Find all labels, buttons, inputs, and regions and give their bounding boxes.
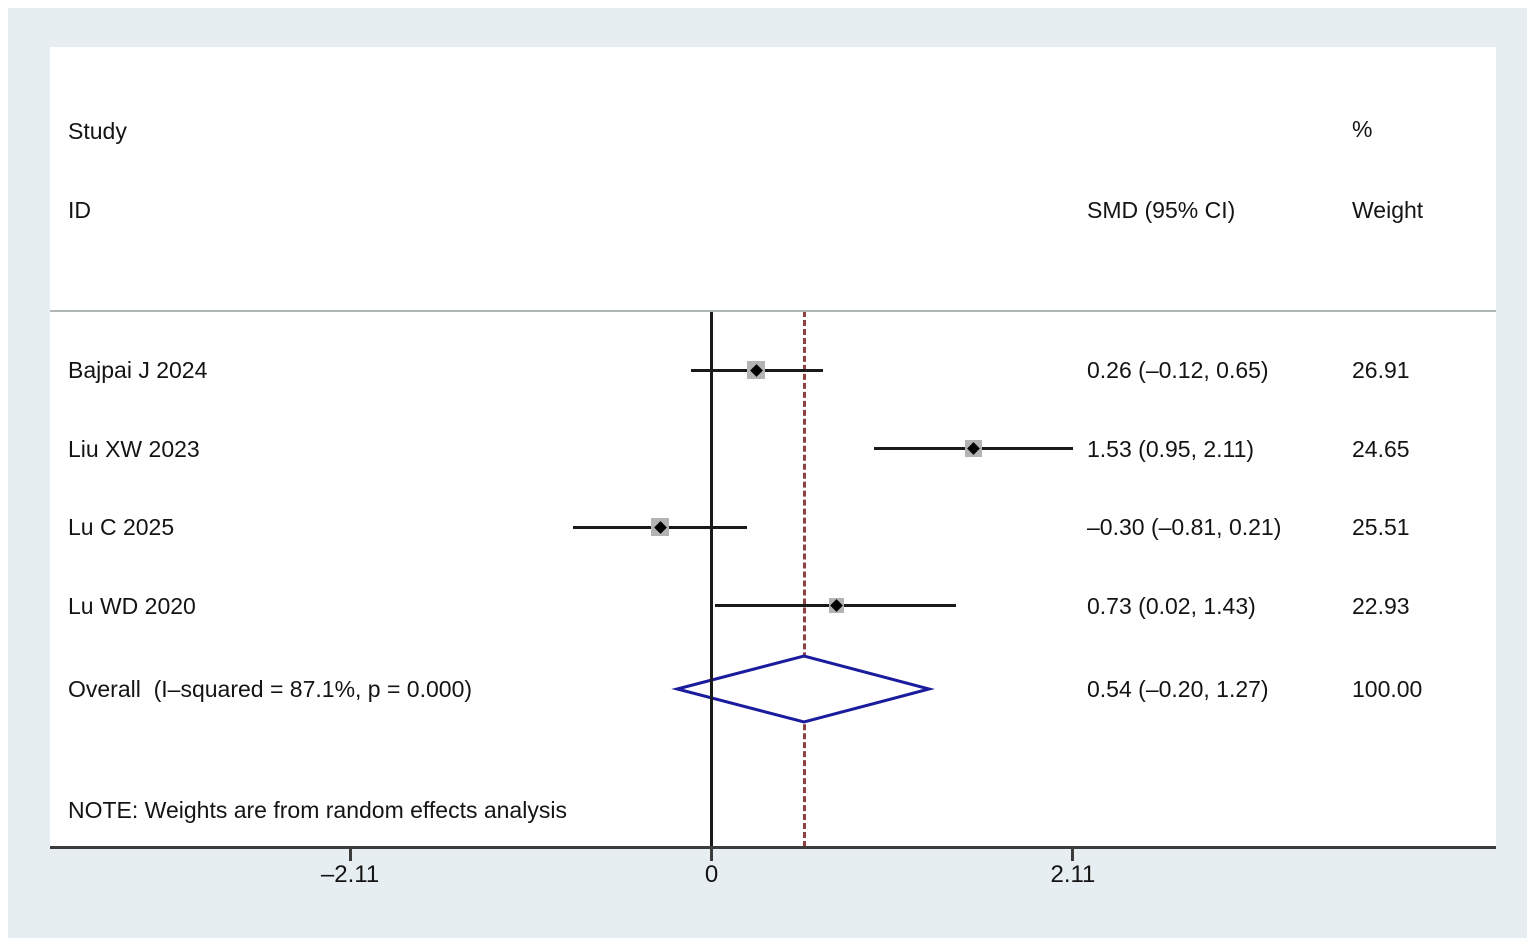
x-axis-tick <box>710 848 713 861</box>
plot-area <box>50 47 1496 848</box>
effect-label: 0.73 (0.02, 1.43) <box>1087 592 1256 619</box>
column-header-percent: % <box>1352 116 1373 142</box>
x-tick-label: 2.11 <box>1050 861 1096 888</box>
null-effect-line <box>710 311 713 861</box>
column-header-id: ID <box>68 197 91 223</box>
weight-label: 25.51 <box>1352 514 1410 540</box>
x-axis-tick <box>348 848 352 861</box>
random-effects-note: NOTE: Weights are from random effects an… <box>68 797 567 823</box>
header-separator-line <box>50 310 1496 312</box>
study-label: Liu XW 2023 <box>68 435 200 462</box>
study-label: Lu C 2025 <box>68 514 175 540</box>
weight-label: 24.65 <box>1352 435 1410 462</box>
effect-label: 0.26 (–0.12, 0.65) <box>1087 357 1269 383</box>
overall-effect-label: 0.54 (–0.20, 1.27) <box>1087 676 1269 702</box>
x-tick-label: 0 <box>704 861 719 888</box>
effect-label: 1.53 (0.95, 2.11) <box>1087 435 1255 462</box>
column-header-study: Study <box>68 118 127 144</box>
study-label: Lu WD 2020 <box>68 592 196 619</box>
overall-label: Overall (I–squared = 87.1%, p = 0.000) <box>68 676 473 702</box>
overall-estimate-dashed-line <box>802 311 806 847</box>
weight-label: 26.91 <box>1352 357 1410 383</box>
x-axis-tick <box>1071 848 1075 861</box>
overall-weight-label: 100.00 <box>1352 676 1423 702</box>
column-header-weight: Weight <box>1352 197 1424 223</box>
x-axis-line <box>50 846 1496 849</box>
study-label: Bajpai J 2024 <box>68 357 208 383</box>
column-header-effect: SMD (95% CI) <box>1087 197 1236 223</box>
weight-label: 22.93 <box>1352 592 1410 619</box>
x-tick-label: –2.11 <box>320 861 380 888</box>
effect-label: –0.30 (–0.81, 0.21) <box>1087 514 1282 540</box>
